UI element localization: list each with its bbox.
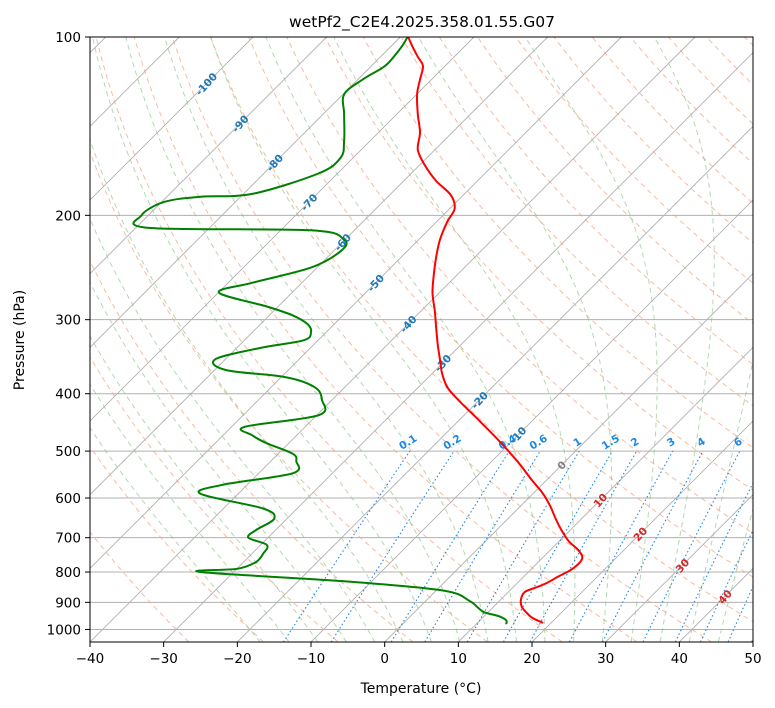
moist-adiabat-line bbox=[524, 37, 658, 642]
y-tick-label: 400 bbox=[55, 387, 81, 403]
moist-adiabat-line bbox=[653, 37, 715, 642]
x-tick-label: −10 bbox=[297, 651, 326, 667]
mixing-ratio-line bbox=[642, 450, 741, 642]
mixing-ratio-line bbox=[390, 450, 510, 642]
dry-adiabat-line bbox=[95, 37, 563, 642]
isotherm-line bbox=[237, 125, 753, 642]
dry-adiabat-line bbox=[248, 37, 753, 578]
dry-adiabat-line bbox=[90, 445, 264, 642]
dry-adiabat-line bbox=[90, 531, 190, 642]
x-tick-label: 50 bbox=[744, 651, 761, 667]
dry-adiabat-line bbox=[438, 37, 753, 366]
mixing-ratio-line bbox=[569, 450, 674, 642]
moist-adiabat-line bbox=[210, 37, 517, 642]
moist-adiabat-line bbox=[333, 37, 576, 642]
x-axis-ticks: −40 −30 −20 −10 0 10 20 30 40 50 bbox=[76, 642, 762, 667]
dry-adiabat-line bbox=[90, 150, 488, 642]
isotherm-line bbox=[531, 420, 753, 642]
dewpoint-profile-line bbox=[132, 37, 508, 625]
isotherm-line bbox=[163, 52, 753, 642]
y-tick-label: 200 bbox=[55, 208, 81, 224]
dry-adiabat-line bbox=[210, 37, 753, 623]
isotherm-line bbox=[90, 37, 548, 496]
y-tick-label: 600 bbox=[55, 491, 81, 507]
mixing-ratio-line bbox=[330, 450, 455, 642]
dry-adiabat-line bbox=[515, 37, 753, 284]
isotherm-line bbox=[384, 273, 753, 642]
moist-adiabat-line bbox=[90, 335, 319, 642]
x-tick-label: −30 bbox=[149, 651, 178, 667]
x-tick-label: −20 bbox=[223, 651, 252, 667]
isotherm-line bbox=[458, 346, 753, 642]
moist-adiabat-line bbox=[90, 137, 404, 642]
moist-adiabat-line bbox=[90, 217, 376, 642]
y-tick-label: 300 bbox=[55, 313, 81, 329]
mixing-ratio-line bbox=[282, 450, 411, 642]
x-tick-label: 20 bbox=[523, 651, 540, 667]
temperature-profile-line bbox=[407, 37, 584, 624]
y-axis-label: Pressure (hPa) bbox=[12, 290, 28, 390]
mixing-ratio-lines bbox=[282, 450, 753, 642]
moist-adiabat-line bbox=[92, 37, 432, 642]
profile-series bbox=[132, 37, 584, 625]
chart-title: wetPf2_C2E4.2025.358.01.55.G07 bbox=[289, 13, 555, 32]
moist-adiabats bbox=[90, 37, 753, 642]
isotherm-line bbox=[90, 37, 401, 348]
isotherm-line bbox=[605, 494, 753, 642]
mixing-ratio-line bbox=[674, 481, 753, 642]
mixing-ratio-line bbox=[529, 450, 638, 642]
dry-adiabat-line bbox=[90, 356, 339, 642]
isotherms bbox=[90, 37, 753, 642]
y-tick-label: 700 bbox=[55, 531, 81, 547]
isotherm-line bbox=[90, 37, 254, 201]
isotherm-line bbox=[310, 199, 753, 642]
y-tick-label: 100 bbox=[55, 30, 81, 46]
moist-adiabat-line bbox=[164, 37, 489, 642]
plot-area: -100-90-80-70-60-50-40-30-20-10010203040… bbox=[90, 37, 753, 642]
x-tick-label: 40 bbox=[671, 651, 688, 667]
x-tick-label: 30 bbox=[597, 651, 614, 667]
isotherm-line bbox=[90, 37, 622, 569]
mixing-ratio-line bbox=[424, 450, 541, 642]
moist-adiabat-line bbox=[265, 37, 546, 642]
moist-adiabat-line bbox=[90, 383, 290, 642]
isotherm-line bbox=[90, 37, 696, 642]
x-tick-label: −40 bbox=[76, 651, 105, 667]
y-tick-label: 1000 bbox=[47, 622, 81, 638]
x-axis-label: Temperature (°C) bbox=[360, 681, 482, 697]
dry-adiabat-line bbox=[171, 37, 712, 642]
x-tick-label: 10 bbox=[450, 651, 467, 667]
y-axis-ticks: 100 200 300 400 500 600 700 800 900 1000 bbox=[47, 30, 90, 638]
isotherm-line bbox=[90, 37, 327, 275]
isotherm-line bbox=[90, 37, 475, 422]
y-tick-label: 900 bbox=[55, 595, 81, 611]
moist-adiabat-line bbox=[125, 37, 461, 642]
y-tick-label: 500 bbox=[55, 444, 81, 460]
plot-frame bbox=[89, 36, 754, 643]
x-tick-label: 0 bbox=[380, 651, 389, 667]
y-tick-label: 800 bbox=[55, 565, 81, 581]
dry-adiabat-line bbox=[400, 37, 753, 407]
moist-adiabat-line bbox=[90, 426, 261, 642]
moist-adiabat-line bbox=[418, 37, 613, 642]
